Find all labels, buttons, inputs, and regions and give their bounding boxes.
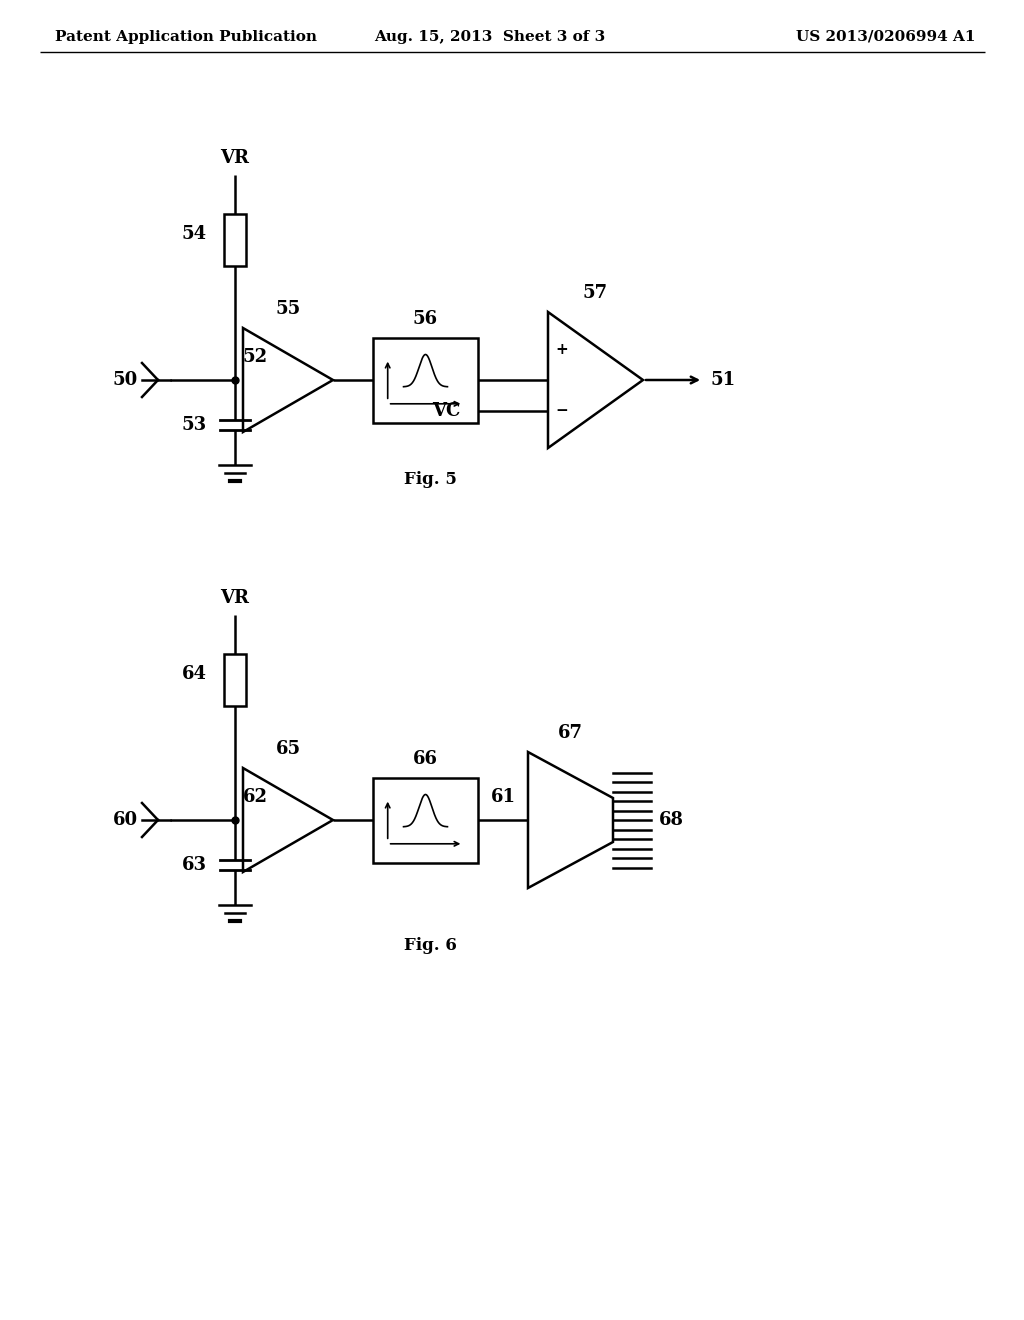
- Text: 64: 64: [182, 665, 207, 682]
- Text: −: −: [556, 403, 568, 418]
- Text: Patent Application Publication: Patent Application Publication: [55, 30, 317, 44]
- Text: 61: 61: [490, 788, 515, 807]
- Text: VR: VR: [220, 149, 250, 168]
- Text: Fig. 6: Fig. 6: [403, 936, 457, 953]
- Bar: [224, 653, 246, 706]
- Text: 52: 52: [243, 348, 268, 366]
- Text: 55: 55: [275, 300, 301, 318]
- Text: 60: 60: [113, 810, 138, 829]
- Text: +: +: [556, 342, 568, 356]
- Text: 68: 68: [659, 810, 684, 829]
- Text: 54: 54: [182, 224, 207, 243]
- Text: Fig. 5: Fig. 5: [403, 471, 457, 488]
- Text: 53: 53: [182, 416, 207, 434]
- Text: 67: 67: [558, 723, 583, 742]
- Bar: [224, 214, 246, 267]
- Bar: [373, 777, 478, 862]
- Text: VC: VC: [432, 401, 460, 420]
- Text: 51: 51: [711, 371, 736, 389]
- Text: 62: 62: [243, 788, 268, 807]
- Text: 56: 56: [413, 309, 438, 327]
- Text: 66: 66: [413, 750, 438, 767]
- Text: VR: VR: [220, 589, 250, 607]
- Text: Aug. 15, 2013  Sheet 3 of 3: Aug. 15, 2013 Sheet 3 of 3: [375, 30, 605, 44]
- Text: 63: 63: [182, 855, 207, 874]
- Bar: [373, 338, 478, 422]
- Text: 57: 57: [583, 284, 608, 302]
- Text: 50: 50: [113, 371, 138, 389]
- Text: US 2013/0206994 A1: US 2013/0206994 A1: [796, 30, 975, 44]
- Text: 65: 65: [275, 741, 301, 758]
